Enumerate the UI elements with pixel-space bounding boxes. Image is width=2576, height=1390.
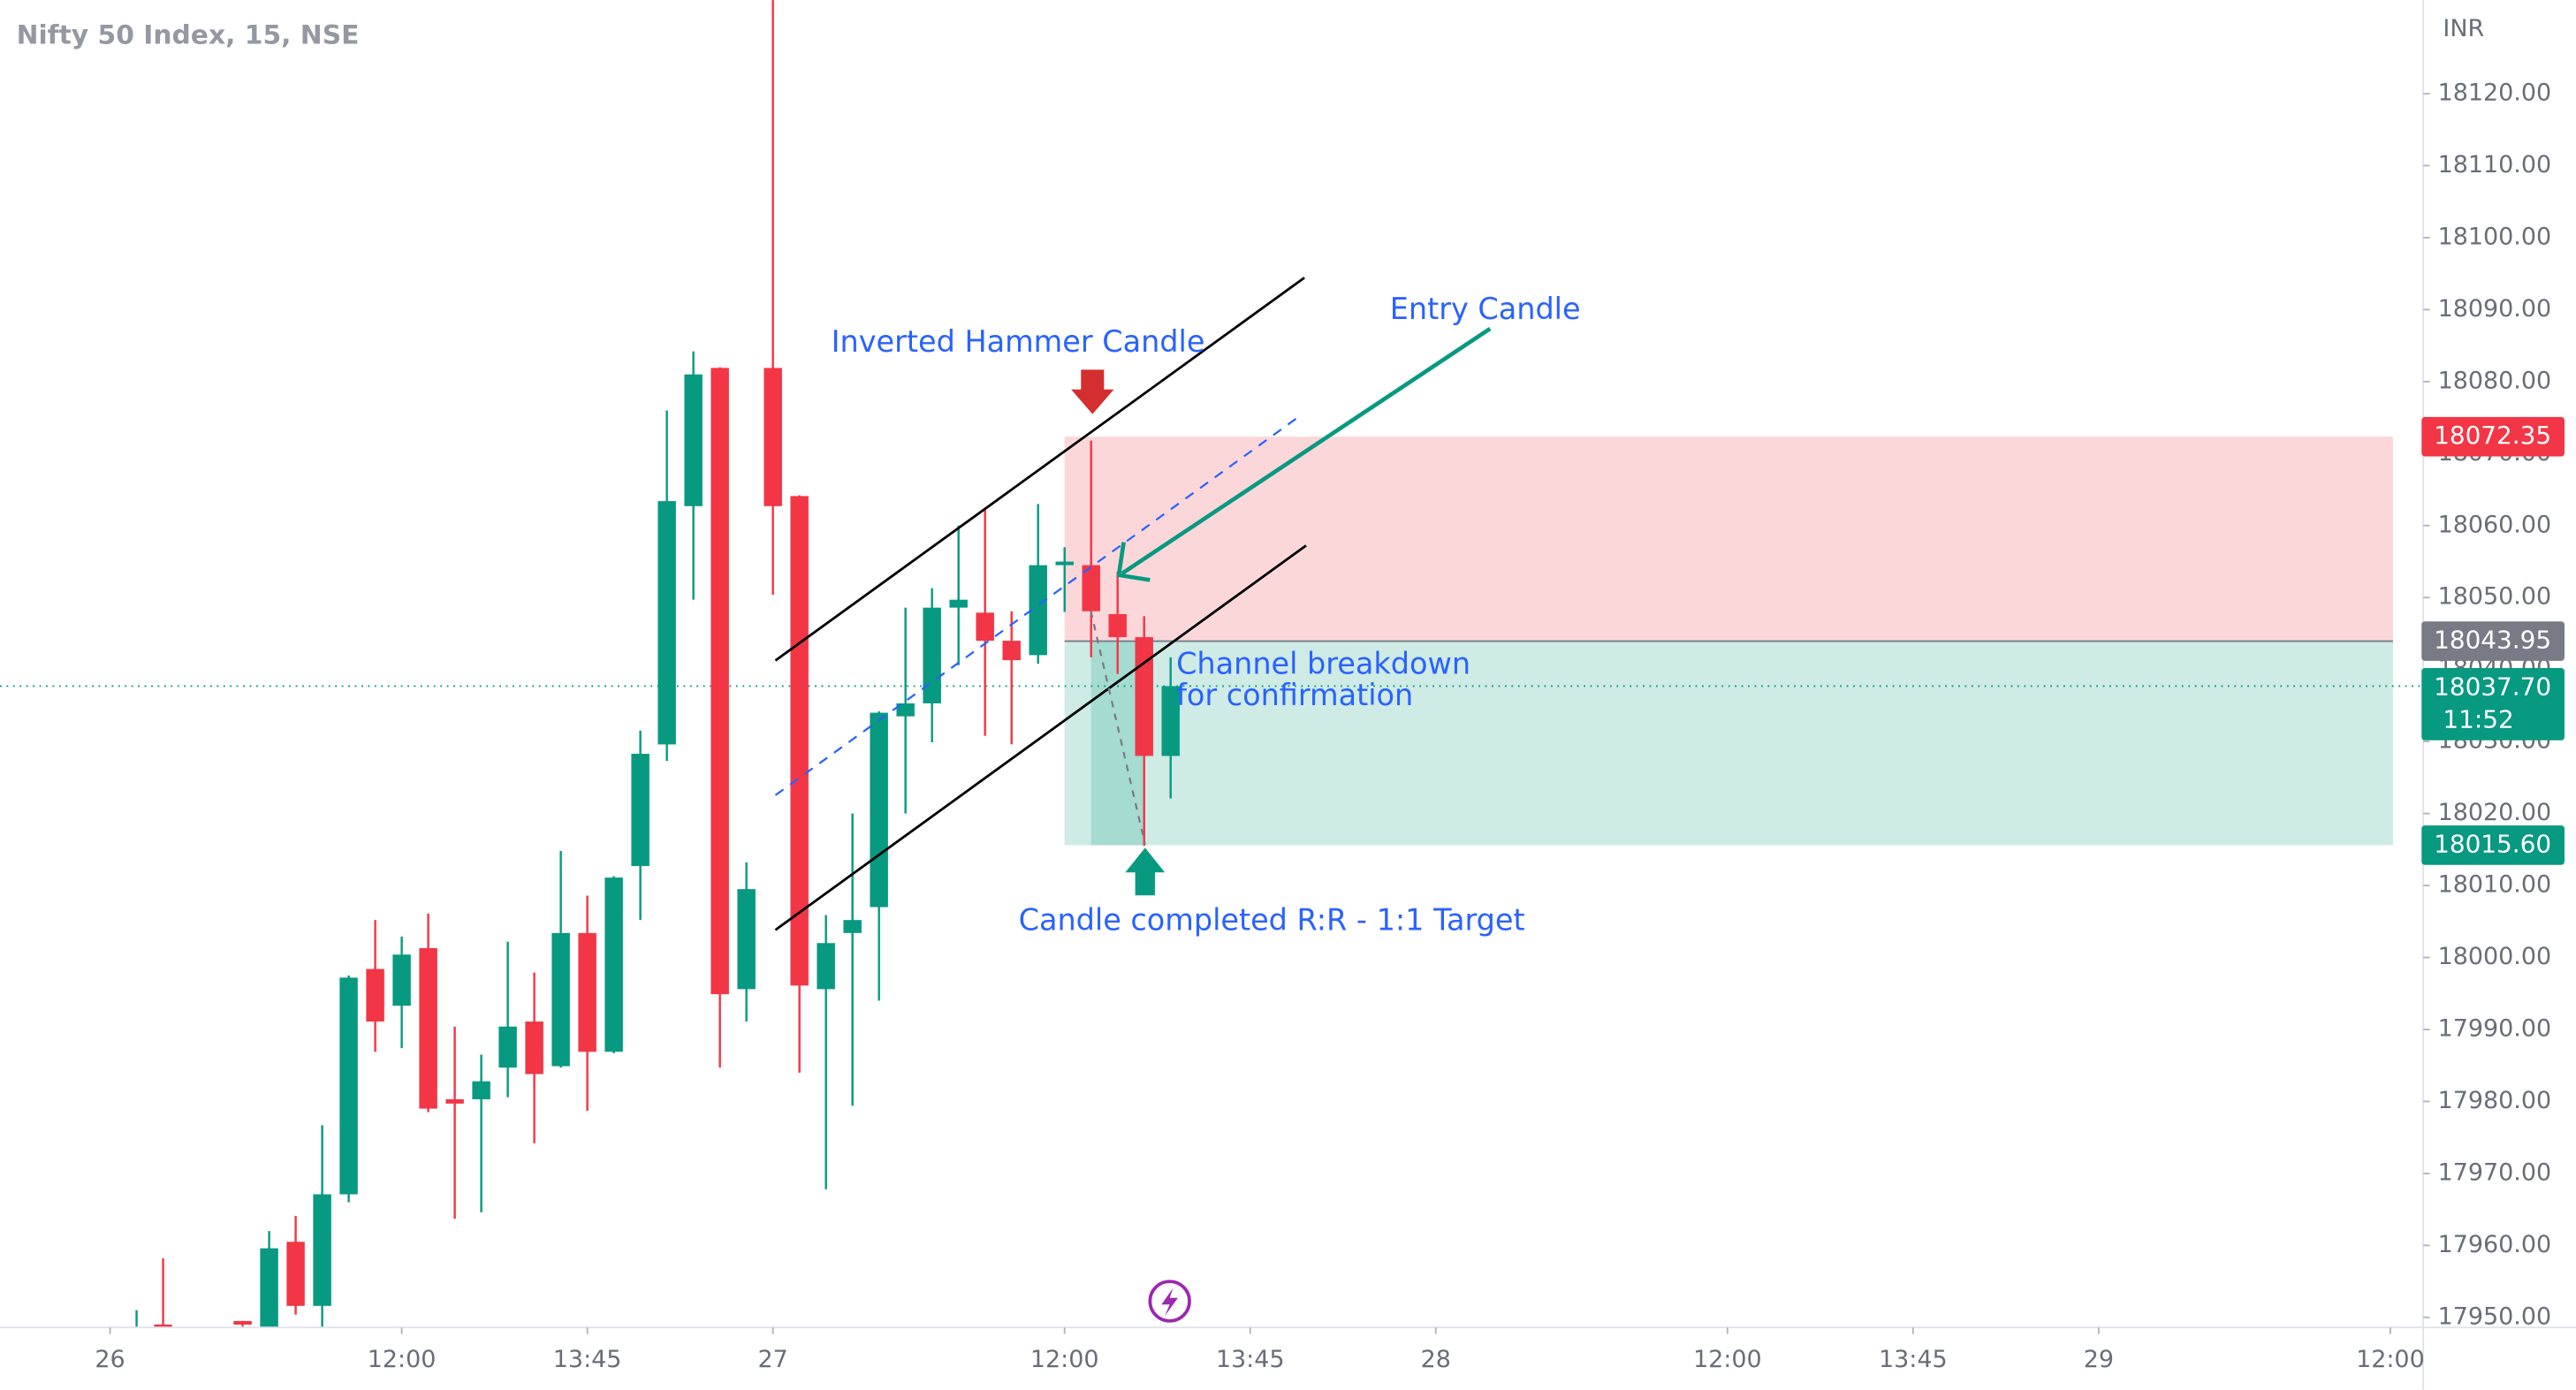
target-zone (1064, 641, 2393, 846)
price-label-box (2421, 825, 2565, 865)
channel-upper (774, 277, 1305, 662)
candle-body (1055, 561, 1074, 566)
annotation: Inverted Hammer Candle (832, 324, 1205, 359)
down-arrow (1071, 369, 1114, 414)
candle-body (604, 877, 623, 1052)
candle-body (764, 368, 782, 506)
x-tick-label: 13:45 (1216, 1346, 1285, 1373)
y-tick-label: 18080.00 (2438, 367, 2552, 394)
trend-dashed (1090, 611, 1146, 845)
candle-body (578, 932, 597, 1052)
up-arrow (1125, 847, 1166, 896)
candle-body (339, 977, 358, 1195)
candle-body (1135, 637, 1153, 756)
candle-body (896, 703, 915, 717)
y-tick-label: 18110.00 (2438, 151, 2552, 178)
candle-body (154, 1324, 172, 1328)
candle-body (790, 496, 809, 986)
x-tick-label: 13:45 (553, 1346, 622, 1373)
x-tick-label: 29 (2084, 1346, 2114, 1373)
candle-body (870, 712, 888, 908)
y-tick-label: 17980.00 (2438, 1087, 2552, 1114)
candle-body (445, 1099, 464, 1104)
candle-body (1082, 565, 1100, 611)
x-tick-label: 12:00 (1030, 1346, 1099, 1373)
candle-body (366, 968, 384, 1022)
plot-area (0, 0, 2424, 1353)
price-label: 18037.70 (2434, 672, 2551, 701)
price-label-box (2421, 416, 2565, 457)
candle-body (737, 889, 756, 990)
stop-zone (1064, 437, 2393, 642)
entry-arrow-head (1116, 542, 1151, 582)
candle-body (127, 1332, 145, 1353)
x-tick-label: 13:45 (1879, 1346, 1948, 1373)
price-label: 18043.95 (2434, 626, 2551, 655)
y-tick-label: 18060.00 (2438, 511, 2552, 538)
candle-body (392, 954, 411, 1006)
candle-body (949, 599, 968, 608)
y-tick-label: 18120.00 (2438, 80, 2552, 107)
candle-body (843, 920, 862, 933)
price-label: 18015.60 (2434, 829, 2551, 858)
price-label-box (2421, 667, 2565, 741)
x-tick-label: 28 (1421, 1346, 1451, 1373)
annotation: Entry Candle (1390, 292, 1581, 326)
candle-body (684, 374, 703, 506)
drawings (774, 277, 1492, 1323)
channel-lower (774, 544, 1307, 931)
y-tick-label: 17960.00 (2438, 1231, 2552, 1258)
y-tick-label: 18010.00 (2438, 871, 2552, 899)
candle-body (817, 943, 835, 990)
annotation: Candle completed R:R - 1:1 Target (1019, 903, 1525, 938)
x-tick-label: 12:00 (368, 1346, 437, 1373)
entry-arrow (1121, 326, 1492, 575)
candle-body (1161, 686, 1180, 756)
x-tick-label: 12:00 (2356, 1346, 2425, 1373)
annotation: Channel breakdown (1176, 647, 1470, 681)
y-tick-label: 18050.00 (2438, 583, 2552, 611)
candle-body (498, 1026, 517, 1068)
y-tick-label: 18000.00 (2438, 943, 2552, 970)
candle-body (472, 1081, 490, 1100)
y-tick-label: 18100.00 (2438, 223, 2552, 250)
annotation: for confirmation (1176, 678, 1413, 712)
candle-body (313, 1194, 331, 1306)
candle-body (1002, 641, 1021, 661)
price-label-box (2421, 621, 2565, 661)
currency: INR (2443, 15, 2484, 42)
y-tick-label: 17970.00 (2438, 1158, 2552, 1186)
candle-body (1108, 613, 1127, 638)
y-tick-label: 17990.00 (2438, 1014, 2552, 1042)
price-label: 18072.35 (2434, 421, 2551, 450)
candle-body (286, 1242, 305, 1306)
countdown: 11:52 (2443, 704, 2513, 733)
candle-body (1029, 565, 1047, 656)
candle-body (923, 607, 941, 703)
candle-body (233, 1320, 252, 1325)
chart-title: Nifty 50 Index, 15, NSE (17, 20, 360, 51)
x-tick-label: 12:00 (1693, 1346, 1762, 1373)
y-tick-label: 18020.00 (2438, 799, 2552, 826)
y-tick-label: 18090.00 (2438, 295, 2552, 323)
candle-body (551, 932, 570, 1067)
candle-body (976, 612, 994, 642)
x-tick-label: 26 (95, 1346, 125, 1373)
candle-body (525, 1022, 543, 1075)
x-tick-label: 27 (758, 1346, 788, 1373)
candle-body (260, 1248, 278, 1328)
event-bolt (1161, 1287, 1178, 1317)
candle-body (710, 368, 729, 995)
candle-body (419, 947, 437, 1109)
y-tick-label: 17950.00 (2438, 1303, 2552, 1330)
candle-body (631, 754, 650, 867)
candle-body (657, 501, 676, 745)
